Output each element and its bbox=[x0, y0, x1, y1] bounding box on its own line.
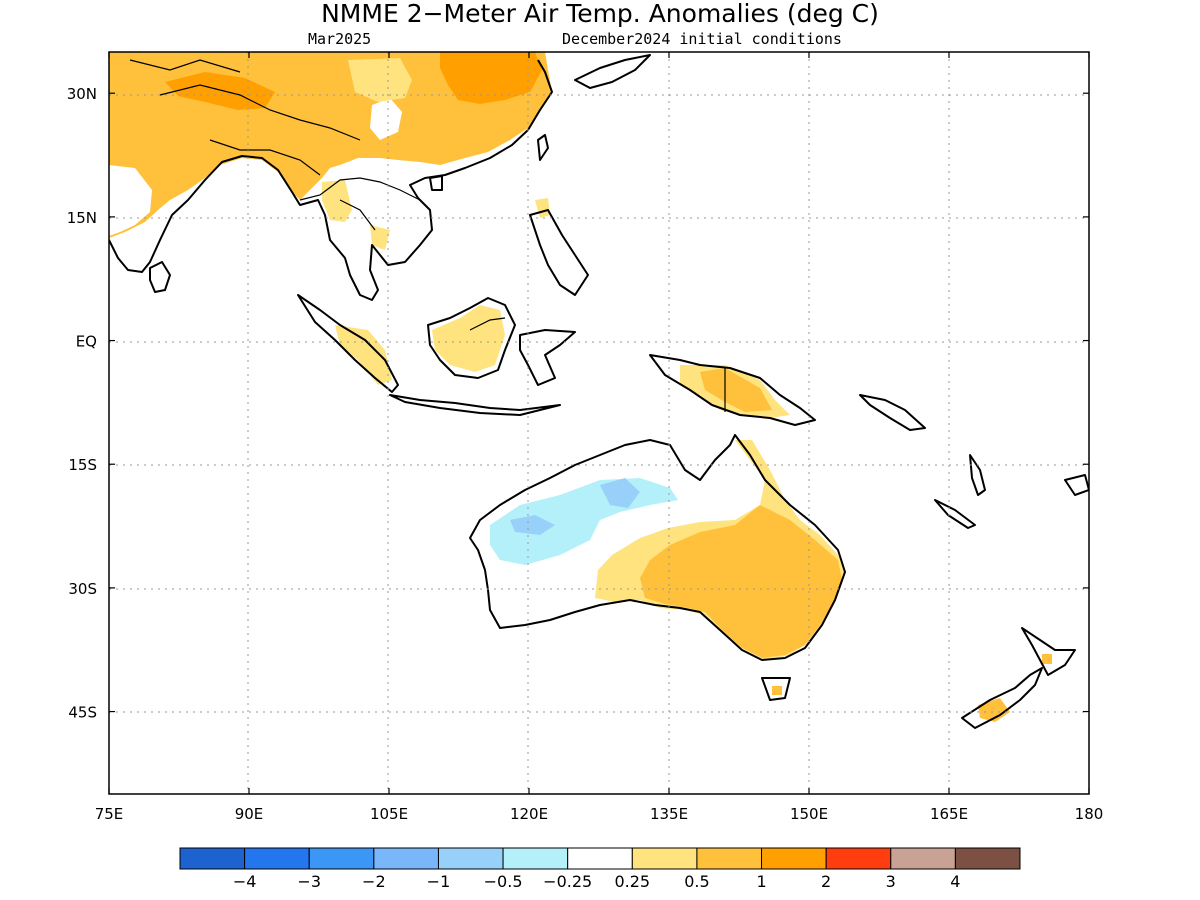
coast-newcaledonia bbox=[934, 499, 976, 529]
coast-fiji bbox=[1064, 474, 1089, 496]
colorbar-legend: −4 −3 −2 −1 −0.5 −0.25 0.25 0.5 1 2 3 4 bbox=[179, 847, 1021, 891]
colorbar-label: −0.5 bbox=[484, 872, 523, 891]
lon-tick-label: 165E bbox=[930, 805, 968, 823]
colorbar-swatch bbox=[437, 847, 504, 870]
latitude-axis: 30N 15N EQ 15S 30S 45S bbox=[67, 85, 1089, 722]
anomaly-yellow-asia bbox=[348, 58, 412, 102]
lon-tick-label: 180 bbox=[1075, 805, 1104, 823]
coast-srilanka bbox=[149, 261, 171, 293]
lat-tick-label: 45S bbox=[68, 704, 97, 722]
anomaly-nz-north bbox=[1042, 654, 1052, 664]
colorbar-label: 1 bbox=[756, 872, 766, 891]
valid-month-label: Mar2025 bbox=[308, 30, 371, 48]
colorbar-swatch bbox=[502, 847, 569, 870]
colorbar-swatch bbox=[567, 847, 633, 870]
lat-tick-label: EQ bbox=[76, 333, 97, 351]
initial-conditions-label: December2024 initial conditions bbox=[562, 30, 842, 48]
map-title: NMME 2−Meter Air Temp. Anomalies (deg C) bbox=[321, 0, 879, 28]
lat-tick-label: 15N bbox=[67, 209, 97, 227]
colorbar-swatch bbox=[373, 847, 439, 870]
anomaly-white-india bbox=[109, 165, 152, 236]
coast-borneo bbox=[427, 297, 516, 379]
lon-tick-label: 120E bbox=[510, 805, 548, 823]
anomaly-sumatra bbox=[335, 325, 392, 385]
lon-tick-label: 135E bbox=[650, 805, 688, 823]
colorbar-label: 3 bbox=[886, 872, 896, 891]
colorbar-swatch bbox=[696, 847, 763, 870]
colorbar-label: −1 bbox=[427, 872, 451, 891]
anomaly-philippines bbox=[535, 198, 550, 218]
colorbar-swatch bbox=[631, 847, 698, 870]
colorbar-swatch bbox=[890, 847, 956, 870]
coast-japan bbox=[574, 54, 651, 89]
coast-sulawesi bbox=[519, 329, 576, 386]
colorbar-swatch bbox=[954, 847, 1021, 870]
colorbar-label: 2 bbox=[821, 872, 831, 891]
coast-solomon bbox=[859, 394, 926, 431]
anomaly-australia-blue2 bbox=[600, 478, 640, 508]
anomaly-china bbox=[440, 52, 542, 104]
lat-tick-label: 30N bbox=[67, 85, 97, 103]
colorbar-swatch bbox=[761, 847, 827, 870]
coast-tasmania bbox=[761, 677, 791, 701]
coast-vanuatu bbox=[969, 454, 986, 496]
coast-sumatra bbox=[297, 294, 399, 393]
lon-tick-label: 150E bbox=[790, 805, 828, 823]
colorbar-label: 0.25 bbox=[614, 872, 650, 891]
anomaly-tasmania bbox=[772, 686, 782, 695]
colorbar-label: −2 bbox=[362, 872, 386, 891]
coast-australia bbox=[469, 434, 846, 661]
coast-nz-north bbox=[1021, 627, 1076, 676]
coast-taiwan bbox=[537, 134, 549, 161]
anomaly-shading bbox=[109, 52, 1052, 722]
borders bbox=[129, 59, 726, 412]
lon-tick-label: 75E bbox=[95, 805, 124, 823]
colorbar-swatch bbox=[244, 847, 310, 870]
colorbar-label: −4 bbox=[233, 872, 257, 891]
coast-asia bbox=[109, 59, 553, 301]
coast-philippines bbox=[529, 209, 589, 296]
lat-tick-label: 30S bbox=[68, 580, 97, 598]
lon-tick-label: 105E bbox=[370, 805, 408, 823]
coast-hainan bbox=[429, 175, 443, 191]
anomaly-australia-blue bbox=[510, 515, 555, 535]
anomaly-australia-orange bbox=[640, 505, 842, 658]
lon-tick-label: 90E bbox=[235, 805, 264, 823]
lat-tick-label: 15S bbox=[68, 456, 97, 474]
anomaly-white-china bbox=[370, 98, 402, 140]
anomaly-nz bbox=[978, 698, 1010, 722]
colorbar-label: −3 bbox=[297, 872, 321, 891]
coast-newguinea bbox=[649, 354, 816, 426]
colorbar-swatch bbox=[825, 847, 892, 870]
colorbar-label: 0.5 bbox=[684, 872, 709, 891]
anomaly-newguinea-core bbox=[700, 368, 772, 412]
map-frame bbox=[108, 51, 1090, 795]
colorbar-swatch bbox=[308, 847, 375, 870]
map-plot-area bbox=[109, 52, 1089, 794]
longitude-axis: 75E 90E 105E 120E 135E 150E 165E 180 bbox=[95, 52, 1104, 823]
coast-java bbox=[389, 394, 561, 416]
colorbar-label: −0.25 bbox=[543, 872, 592, 891]
coastlines bbox=[109, 54, 1089, 729]
anomaly-indochina bbox=[322, 180, 352, 222]
coast-nz-south bbox=[961, 667, 1043, 729]
colorbar-label: 4 bbox=[950, 872, 960, 891]
anomaly-indochina2 bbox=[370, 225, 390, 250]
gridlines bbox=[109, 52, 1089, 794]
colorbar-swatch bbox=[179, 847, 246, 870]
